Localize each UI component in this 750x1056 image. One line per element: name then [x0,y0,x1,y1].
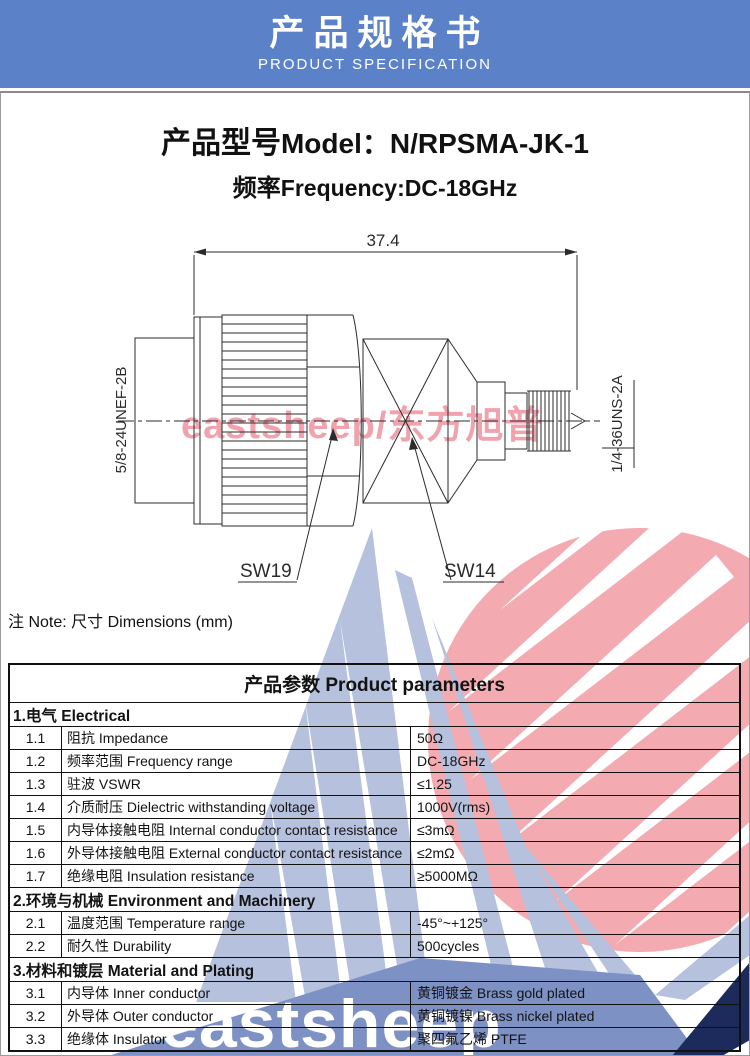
table-row: 1.6 外导体接触电阻 External conductor contact r… [10,842,739,865]
logo-navy-corner [672,962,750,1056]
row-number: 2.1 [10,912,62,934]
row-value: 黄铜镀镍 Brass nickel plated [417,1008,595,1024]
knurled-section [221,314,308,527]
table-row: 3.1 内导体 Inner conductor 黄铜镀金 Brass gold … [10,982,739,1005]
row-value: ≤3mΩ [417,822,455,838]
model-title: 产品型号Model：N/RPSMA-JK-1 [0,118,750,162]
bottom-watermark-text: eastsheep [160,986,502,1056]
sw19-arrowhead [329,428,338,441]
row-value: 黄铜镀金 Brass gold plated [417,985,586,1001]
sw14-leader [412,440,452,581]
section-header-electrical: 1.电气 Electrical [10,703,739,727]
row-number: 1.5 [10,819,62,841]
table-row: 1.3 驻波 VSWR ≤1.25 [10,773,739,796]
parameters-table: 产品参数 Product parameters 1.电气 Electrical … [8,663,741,1052]
row-value: 聚四氟乙烯 PTFE [417,1031,527,1047]
table-row: 2.1 温度范围 Temperature range -45°~+125° [10,912,739,935]
row-number: 1.1 [10,727,62,749]
row-parameter: 绝缘体 Insulator [62,1028,411,1050]
row-parameter: 驻波 VSWR [62,773,411,795]
hex-arc-edge [352,314,362,527]
sw19-label: SW19 [240,561,292,582]
section-header-material: 3.材料和镀层 Material and Plating [10,958,739,982]
table-title: 产品参数 Product parameters [10,665,739,703]
row-parameter: 频率范围 Frequency range [62,750,411,772]
flange-ring [193,316,223,525]
row-parameter: 外导体 Outer conductor [62,1005,411,1027]
frequency-title: 频率Frequency:DC-18GHz [0,168,750,203]
row-parameter: 介质耐压 Dielectric withstanding voltage [62,796,411,818]
row-number: 2.2 [10,935,62,957]
row-parameter: 绝缘电阻 Insulation resistance [62,865,411,887]
table-row: 1.4 介质耐压 Dielectric withstanding voltage… [10,796,739,819]
header-banner: 产品规格书 PRODUCT SPECIFICATION [0,0,750,88]
right-label-extension [602,380,635,468]
row-parameter: 内导体接触电阻 Internal conductor contact resis… [62,819,411,841]
row-parameter: 温度范围 Temperature range [62,912,411,934]
frequency-title-en: Frequency:DC-18GHz [280,175,518,201]
row-number: 1.4 [10,796,62,818]
table-row: 1.7 绝缘电阻 Insulation resistance ≥5000MΩ [10,865,739,888]
table-row: 1.5 内导体接触电阻 Internal conductor contact r… [10,819,739,842]
left-cylinder [134,337,195,504]
dim-arrow-left [194,248,206,256]
section-header-environment: 2.环境与机械 Environment and Machinery [10,888,739,912]
row-number: 1.3 [10,773,62,795]
row-number: 1.7 [10,865,62,887]
logo-red-sun-slashes [448,385,750,975]
row-value: ≥5000MΩ [417,868,478,884]
row-number: 3.1 [10,982,62,1004]
model-title-zh: 产品型号 [160,127,281,160]
row-number: 3.2 [10,1005,62,1027]
row-number: 1.2 [10,750,62,772]
row-value: -45°~+125° [417,915,489,931]
sw19-leader [296,431,334,581]
table-row: 2.2 耐久性 Durability 500cycles [10,935,739,958]
row-number: 3.3 [10,1028,62,1050]
table-row: 3.2 外导体 Outer conductor 黄铜镀镍 Brass nicke… [10,1005,739,1028]
logo-mountain-cuts [270,620,403,1002]
row-value: ≤1.25 [417,776,452,792]
sw14-label: SW14 [444,561,496,582]
logo-bottom-band [108,958,700,1056]
row-value: 500cycles [417,938,480,954]
knurl-lines [222,323,307,514]
table-row: 3.3 绝缘体 Insulator 聚四氟乙烯 PTFE [10,1028,739,1050]
row-parameter: 耐久性 Durability [62,935,411,957]
table-row: 1.1 阻抗 Impedance 50Ω [10,727,739,750]
dimension-label: 37.4 [366,231,399,250]
row-parameter: 外导体接触电阻 External conductor contact resis… [62,842,411,864]
hex-section-edges [307,314,353,527]
note-text: 注 Note: 尺寸 Dimensions (mm) [8,614,233,631]
row-value: DC-18GHz [417,753,486,769]
taper-lines [447,338,478,504]
page-subtitle: PRODUCT SPECIFICATION [258,56,492,74]
model-title-en: Model：N/RPSMA-JK-1 [280,128,589,159]
sw14-arrowhead [409,437,418,450]
left-thread-label: 5/8-24UNEF-2B [113,367,130,474]
row-value: ≤2mΩ [417,845,455,861]
dim-arrow-right [565,248,577,256]
row-parameter: 阻抗 Impedance [62,727,411,749]
page-title: 产品规格书 [269,13,490,53]
row-value: 1000V(rms) [417,799,491,815]
row-number: 1.6 [10,842,62,864]
row-value: 50Ω [417,730,444,746]
hex-facet-lines [307,366,359,477]
row-parameter: 内导体 Inner conductor [62,982,411,1004]
frequency-title-zh: 频率 [232,176,281,202]
table-row: 1.2 频率范围 Frequency range DC-18GHz [10,750,739,773]
right-thread-label: 1/4-36UNS-2A [609,375,626,473]
